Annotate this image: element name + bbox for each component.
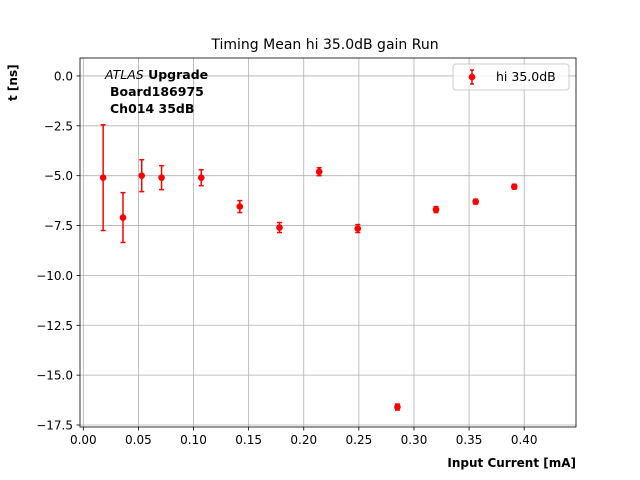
data-point [197, 174, 205, 181]
y-tick-label: −17.5 [36, 419, 73, 433]
y-tick-label: −7.5 [44, 219, 73, 233]
chart-title: Timing Mean hi 35.0dB gain Run [210, 37, 438, 53]
y-tick-label: 0.0 [54, 69, 73, 83]
data-point [315, 168, 323, 175]
x-tick-label: 0.25 [346, 433, 373, 447]
annotation-channel: Ch014 35dB [110, 101, 194, 116]
y-tick-label: −12.5 [36, 319, 73, 333]
data-point [158, 174, 165, 181]
x-tick-label: 0.35 [456, 433, 483, 447]
data-point [432, 206, 440, 213]
y-tick-label: −10.0 [36, 269, 73, 283]
y-axis-label: t [ns] [6, 64, 20, 101]
y-tick-label: −5.0 [44, 169, 73, 183]
annotation-board: Board186975 [110, 84, 204, 99]
data-point [472, 198, 479, 205]
data-point [236, 203, 244, 210]
legend-marker [468, 69, 476, 85]
annotation-atlas: ATLAS [104, 67, 144, 82]
legend: hi 35.0dB [452, 63, 570, 91]
data-point [119, 214, 127, 221]
atlas-annotation: ATLAS Upgrade Board186975 Ch014 35dB [104, 67, 208, 116]
x-tick-label: 0.15 [235, 433, 262, 447]
x-tick-label: 0.00 [70, 433, 97, 447]
y-tick-label: −2.5 [44, 119, 73, 133]
data-point [394, 403, 401, 411]
legend-box [452, 63, 570, 91]
annotation-line-1: ATLAS Upgrade [104, 67, 208, 82]
x-tick-label: 0.40 [511, 433, 538, 447]
data-point [99, 174, 107, 181]
x-axis-label: Input Current [mA] [447, 456, 576, 470]
x-tick-label: 0.30 [401, 433, 428, 447]
x-tick-label: 0.10 [180, 433, 207, 447]
annotation-upgrade: Upgrade [144, 67, 208, 82]
data-point [510, 183, 518, 190]
data-point [276, 224, 283, 231]
x-tick-label: 0.20 [290, 433, 317, 447]
legend-marker-dot [468, 73, 476, 81]
data-point [138, 172, 146, 179]
y-tick-label: −15.0 [36, 369, 73, 383]
data-point [354, 225, 362, 232]
series-layer [99, 124, 518, 411]
tick-layer: 0.00 0.05 0.10 0.15 0.20 0.25 0.30 0.35 0.40 0.0 −… [36, 69, 537, 447]
legend-label: hi 35.0dB [496, 69, 556, 84]
x-tick-label: 0.05 [125, 433, 152, 447]
plot-frame [79, 57, 577, 428]
